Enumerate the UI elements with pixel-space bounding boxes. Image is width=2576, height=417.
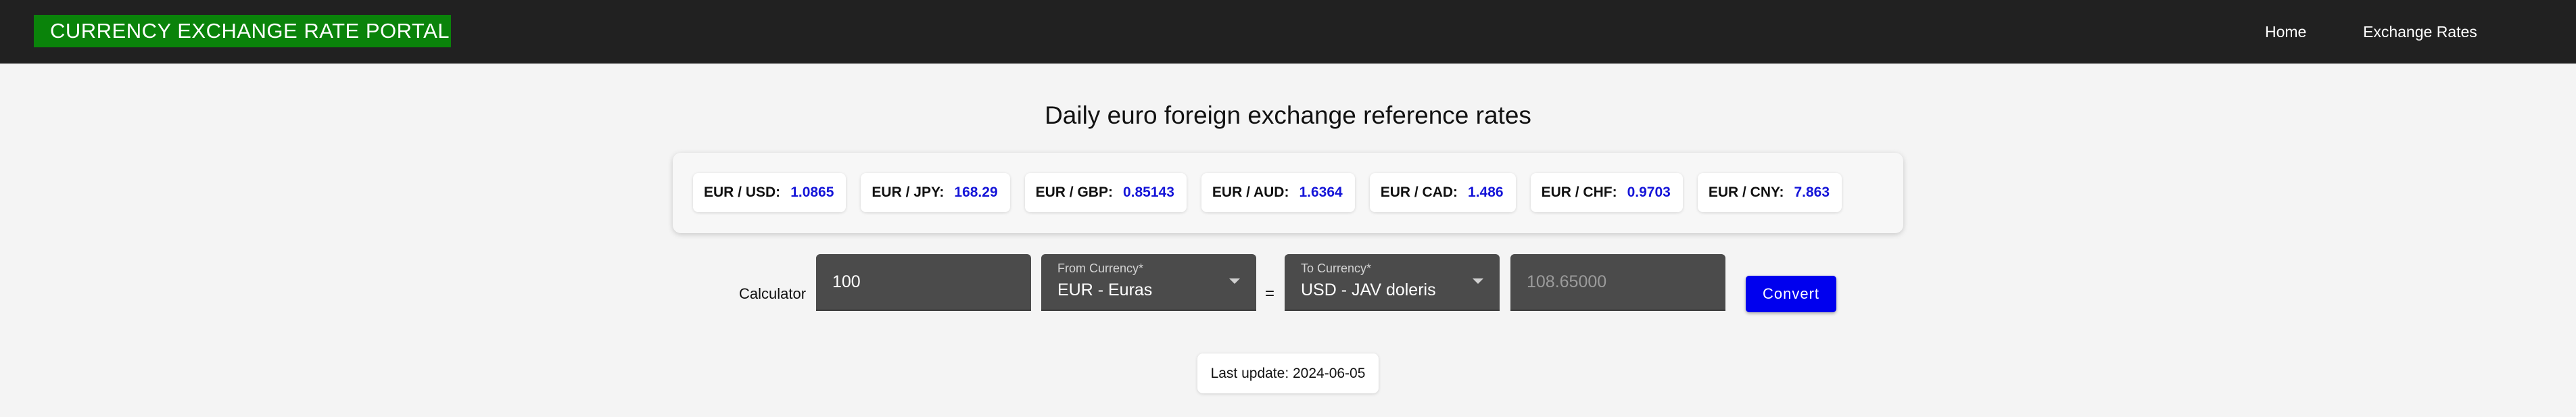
from-currency-value: EUR - Euras [1057,280,1153,299]
rate-value: 0.85143 [1122,185,1174,200]
rate-pair: EUR / CNY: [1708,185,1784,200]
rate-pair: EUR / USD: [704,185,781,200]
rate-pair: EUR / CHF: [1541,185,1617,200]
rate-value: 1.486 [1468,185,1504,200]
dropdown-arrow-icon [1229,278,1240,284]
amount-input[interactable]: 100 [816,254,1031,311]
convert-button[interactable]: Convert [1746,276,1836,312]
last-update-badge: Last update: 2024-06-05 [1197,353,1379,393]
rates-row: EUR / USD: 1.0865 EUR / JPY: 168.29 EUR … [693,173,1842,212]
from-currency-select[interactable]: From Currency* EUR - Euras [1041,254,1256,311]
to-currency-label: To Currency* [1301,262,1372,275]
dropdown-arrow-icon [1473,278,1483,284]
rate-value: 1.0865 [790,185,834,200]
rate-chip-gbp: EUR / GBP: 0.85143 [1024,173,1187,212]
rate-chip-aud: EUR / AUD: 1.6364 [1201,173,1355,212]
page-title: Daily euro foreign exchange reference ra… [1045,101,1531,129]
nav-home-link[interactable]: Home [2265,23,2307,41]
result-value: 108.65000 [1527,272,1607,291]
to-currency-value: USD - JAV doleris [1301,280,1436,299]
top-navbar: CURRENCY EXCHANGE RATE PORTAL Home Excha… [0,0,2576,64]
from-currency-label: From Currency* [1057,262,1144,275]
rate-pair: EUR / GBP: [1035,185,1113,200]
equals-sign: = [1265,285,1275,303]
to-currency-select[interactable]: To Currency* USD - JAV doleris [1285,254,1500,311]
rate-chip-usd: EUR / USD: 1.0865 [693,173,846,212]
rates-card: EUR / USD: 1.0865 EUR / JPY: 168.29 EUR … [673,153,1903,233]
rate-chip-jpy: EUR / JPY: 168.29 [861,173,1010,212]
rate-chip-cad: EUR / CAD: 1.486 [1369,173,1516,212]
rate-value: 1.6364 [1299,185,1343,200]
rate-value: 168.29 [954,185,998,200]
result-field: 108.65000 [1510,254,1725,311]
rate-value: 0.9703 [1627,185,1671,200]
calculator-label: Calculator [739,285,807,302]
amount-value: 100 [832,272,861,291]
nav-exchange-rates-link[interactable]: Exchange Rates [2363,23,2477,41]
rate-chip-chf: EUR / CHF: 0.9703 [1530,173,1683,212]
brand-title[interactable]: CURRENCY EXCHANGE RATE PORTAL [34,15,451,47]
rate-value: 7.863 [1794,185,1830,200]
rate-chip-cny: EUR / CNY: 7.863 [1697,173,1842,212]
rate-pair: EUR / AUD: [1212,185,1289,200]
rate-pair: EUR / JPY: [872,185,945,200]
rate-pair: EUR / CAD: [1380,185,1458,200]
